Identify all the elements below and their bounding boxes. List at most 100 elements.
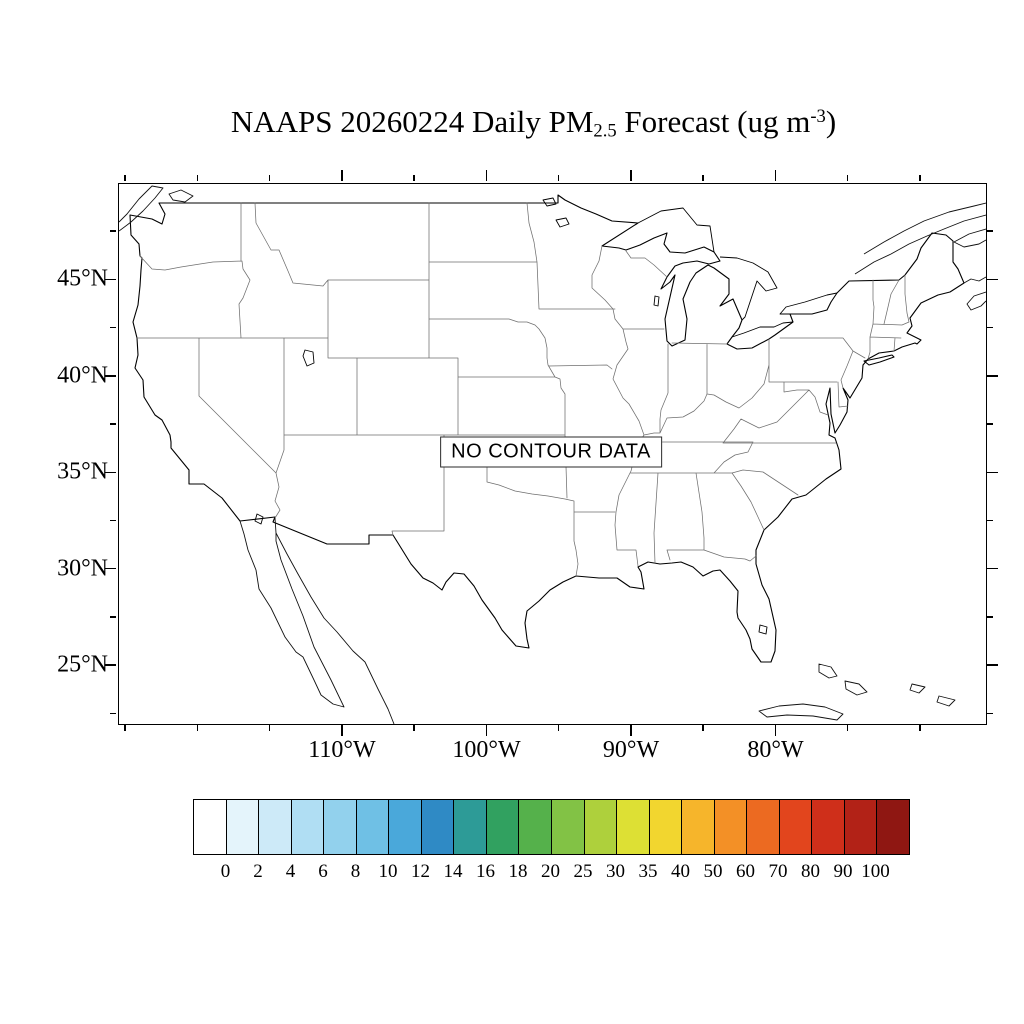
y-axis-major-tick — [986, 567, 998, 570]
y-axis-major-tick — [986, 278, 998, 281]
colorbar-cell — [486, 800, 520, 854]
x-axis-minor-tick — [268, 175, 271, 182]
x-axis-minor-tick — [413, 175, 415, 182]
x-axis-minor-tick — [919, 175, 921, 182]
x-axis-major-tick — [630, 724, 632, 736]
title-superscript: -3 — [810, 105, 826, 127]
x-axis-minor-tick — [557, 175, 560, 182]
colorbar-level-label: 0 — [220, 861, 231, 882]
colorbar-cell — [324, 800, 357, 854]
colorbar-level-label: 16 — [476, 861, 495, 882]
x-axis-minor-tick — [413, 724, 415, 731]
colorbar-level-label: 14 — [443, 861, 463, 882]
x-axis-major-tick — [485, 724, 488, 736]
colorbar-level-label: 100 — [861, 861, 890, 882]
colorbar-level-label: 25 — [573, 861, 593, 882]
y-axis-label: 45°N — [57, 265, 108, 292]
x-axis-minor-tick — [196, 175, 199, 182]
no-contour-data-label: NO CONTOUR DATA — [440, 436, 662, 468]
y-axis-major-tick — [986, 664, 998, 666]
y-axis-major-tick — [105, 664, 117, 666]
x-axis-major-tick — [341, 170, 343, 182]
y-axis-major-tick — [105, 567, 117, 570]
colorbar-cell — [877, 800, 910, 854]
colorbar-cell — [552, 800, 585, 854]
colorbar-level-label: 90 — [833, 861, 853, 882]
x-axis-major-tick — [774, 724, 777, 736]
title-text-3: ) — [825, 104, 837, 139]
colorbar-cell — [747, 800, 780, 854]
y-axis-label: 40°N — [57, 362, 108, 389]
x-axis-label: 110°W — [308, 737, 376, 763]
colorbar-level-label: 12 — [411, 861, 430, 882]
colorbar-cell — [812, 800, 845, 854]
conus-map — [119, 185, 986, 724]
x-axis-minor-tick — [124, 175, 126, 182]
x-axis-minor-tick — [557, 724, 560, 731]
x-axis-minor-tick — [702, 175, 704, 182]
y-axis-minor-tick — [110, 519, 117, 522]
colorbar-cell — [714, 800, 748, 854]
y-axis-minor-tick — [110, 230, 117, 232]
y-axis-minor-tick — [986, 712, 993, 715]
colorbar-level-label: 6 — [318, 861, 328, 882]
x-axis-minor-tick — [846, 175, 849, 182]
x-axis-minor-tick — [268, 724, 271, 731]
colorbar — [193, 799, 910, 855]
colorbar-cell — [259, 800, 292, 854]
x-axis-label: 80°W — [747, 737, 804, 763]
x-axis-major-tick — [341, 724, 343, 736]
y-axis-label: 25°N — [57, 651, 108, 678]
y-axis-major-tick — [105, 471, 117, 474]
y-axis-minor-tick — [110, 326, 117, 329]
great-lakes-path — [254, 197, 838, 635]
x-axis-label: 90°W — [602, 737, 660, 763]
colorbar-cell — [454, 800, 487, 854]
chart-title: NAAPS 20260224 Daily PM2.5 Forecast (ug … — [100, 104, 967, 143]
x-axis-minor-tick — [196, 724, 199, 731]
x-axis-label: 100°W — [452, 737, 521, 763]
x-axis-major-tick — [485, 170, 488, 182]
y-axis-minor-tick — [986, 519, 993, 522]
colorbar-level-label: 35 — [638, 861, 658, 882]
y-axis-minor-tick — [986, 230, 993, 232]
y-axis-major-tick — [105, 278, 117, 281]
us-outline-path — [129, 194, 965, 663]
y-axis-label: 35°N — [57, 458, 108, 485]
colorbar-level-label: 60 — [736, 861, 755, 882]
y-axis-major-tick — [986, 471, 998, 474]
colorbar-level-label: 8 — [350, 861, 361, 882]
title-text: NAAPS 20260224 Daily PM — [230, 104, 594, 139]
y-axis-major-tick — [105, 375, 117, 377]
colorbar-cell — [519, 800, 553, 854]
colorbar-level-label: 30 — [606, 861, 625, 882]
colorbar-cell — [844, 800, 878, 854]
x-axis-minor-tick — [919, 724, 921, 731]
y-axis-label: 30°N — [57, 555, 108, 582]
colorbar-cell — [226, 800, 260, 854]
x-axis-minor-tick — [702, 724, 704, 731]
y-axis-major-tick — [986, 375, 998, 377]
colorbar-level-label: 80 — [801, 861, 820, 882]
y-axis-minor-tick — [110, 423, 117, 425]
x-axis-minor-tick — [846, 724, 849, 731]
colorbar-cell — [584, 800, 618, 854]
map-plot-area — [118, 183, 987, 725]
y-axis-minor-tick — [110, 616, 117, 618]
colorbar-cell — [779, 800, 813, 854]
colorbar-cell — [356, 800, 390, 854]
x-axis-major-tick — [630, 170, 632, 182]
colorbar-cell — [649, 800, 683, 854]
colorbar-level-label: 70 — [768, 861, 788, 882]
y-axis-minor-tick — [986, 326, 993, 329]
title-text-2: Forecast (ug m — [616, 104, 811, 139]
colorbar-level-label: 4 — [285, 861, 296, 882]
colorbar-level-label: 50 — [703, 861, 723, 882]
colorbar-level-label: 18 — [508, 861, 528, 882]
foreign-coastlines-path — [119, 185, 986, 724]
colorbar-level-label: 10 — [378, 861, 398, 882]
y-axis-minor-tick — [986, 616, 993, 618]
colorbar-level-label: 20 — [541, 861, 560, 882]
colorbar-cell — [682, 800, 715, 854]
